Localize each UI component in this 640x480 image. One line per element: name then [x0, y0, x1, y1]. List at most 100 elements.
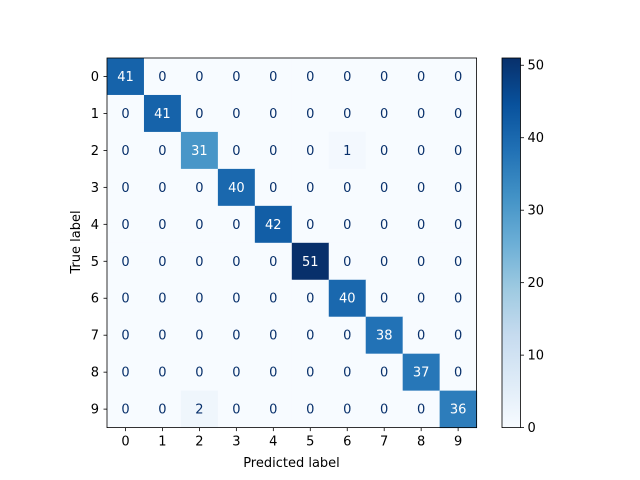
cell-value-label: 0 [417, 329, 425, 344]
cell-value-label: 0 [195, 366, 203, 381]
heatmap-cell [254, 279, 293, 318]
cell-value-label: 0 [158, 144, 166, 159]
heatmap-cell [365, 279, 404, 318]
heatmap-cell [328, 316, 367, 355]
heatmap-cell [439, 353, 478, 392]
heatmap-cell [439, 279, 478, 318]
heatmap-cell [365, 242, 404, 281]
heatmap-cell [217, 242, 256, 281]
cell-value-label: 0 [343, 366, 351, 381]
x-tick-label: 7 [380, 435, 388, 450]
cell-value-label: 38 [376, 329, 393, 344]
cell-value-label: 31 [191, 144, 208, 159]
heatmap-cell [217, 94, 256, 133]
cell-value-label: 0 [306, 144, 314, 159]
heatmap-cell [143, 390, 182, 429]
cell-value-label: 0 [417, 292, 425, 307]
heatmap-cell [217, 205, 256, 244]
y-axis-label: True label [69, 210, 84, 274]
cell-value-label: 0 [195, 107, 203, 122]
x-tick-label: 2 [195, 435, 203, 450]
y-tick-label: 9 [91, 403, 99, 418]
cell-value-label: 0 [269, 403, 277, 418]
heatmap-cell [107, 353, 145, 392]
cell-value-label: 0 [121, 403, 129, 418]
cell-value-label: 0 [195, 218, 203, 233]
x-axis-label: Predicted label [243, 456, 340, 471]
cell-value-label: 0 [417, 70, 425, 85]
y-tick-label: 8 [91, 366, 99, 381]
cell-value-label: 0 [158, 292, 166, 307]
heatmap-cell [328, 131, 367, 170]
heatmap-cell [365, 131, 404, 170]
x-tick-label: 8 [417, 435, 425, 450]
heatmap-cell [107, 279, 145, 318]
heatmap-cell [402, 131, 441, 170]
cell-value-label: 0 [343, 218, 351, 233]
cell-value-label: 0 [380, 292, 388, 307]
cell-value-label: 0 [158, 255, 166, 270]
cell-value-label: 0 [343, 70, 351, 85]
cell-value-label: 0 [306, 107, 314, 122]
cell-value-label: 0 [232, 107, 240, 122]
heatmap-cell [291, 279, 330, 318]
y-tick-label: 7 [91, 329, 99, 344]
heatmap-cell [439, 94, 478, 133]
y-tick-label: 6 [91, 292, 99, 307]
heatmap-cell [107, 94, 145, 133]
colorbar-tick-label: 20 [528, 276, 545, 291]
cell-value-label: 0 [343, 181, 351, 196]
cell-value-label: 0 [454, 144, 462, 159]
heatmap-cell [254, 58, 293, 96]
heatmap-cell [143, 168, 182, 207]
colorbar-gradient [502, 58, 521, 428]
heatmap-cell [291, 353, 330, 392]
heatmap-cell [143, 58, 182, 96]
heatmap-cell [180, 390, 219, 429]
heatmap-cell [217, 353, 256, 392]
heatmap-cell [180, 242, 219, 281]
x-tick-label: 6 [343, 435, 351, 450]
heatmap-cell [402, 168, 441, 207]
heatmap-cell [107, 168, 145, 207]
plot-frame [106, 57, 478, 429]
cell-value-label: 0 [269, 329, 277, 344]
cell-value-label: 2 [195, 403, 203, 418]
heatmap-cell [402, 58, 441, 96]
heatmap-cell [217, 390, 256, 429]
heatmap-cell [439, 58, 478, 96]
heatmap-cell [107, 316, 145, 355]
x-tick-label: 3 [232, 435, 240, 450]
heatmap-cell [402, 353, 441, 392]
cell-value-label: 0 [232, 70, 240, 85]
cell-value-label: 0 [232, 255, 240, 270]
heatmap-cell [143, 94, 182, 133]
cell-value-label: 0 [232, 366, 240, 381]
heatmap-cell [143, 353, 182, 392]
y-axis-ticks: 0 1 2 3 4 5 6 7 8 9 [91, 70, 107, 418]
heatmap-cell [328, 353, 367, 392]
heatmap-cell [143, 316, 182, 355]
heatmap-cell [439, 390, 478, 429]
cell-value-label: 0 [232, 403, 240, 418]
heatmap-cell [254, 390, 293, 429]
heatmap-cell [402, 94, 441, 133]
cell-value-label: 0 [306, 403, 314, 418]
cell-value-label: 0 [121, 181, 129, 196]
heatmap-cell [180, 131, 219, 170]
heatmap-cell [439, 205, 478, 244]
heatmap-cell [143, 279, 182, 318]
heatmap-cell [180, 353, 219, 392]
cell-value-label: 40 [228, 181, 245, 196]
y-tick-label: 0 [91, 70, 99, 85]
heatmap-cell [291, 58, 330, 96]
heatmap-cell [402, 390, 441, 429]
heatmap-cell [254, 131, 293, 170]
cell-value-label: 0 [454, 366, 462, 381]
y-tick-label: 4 [91, 218, 99, 233]
heatmap-cell [180, 94, 219, 133]
heatmap-cell [365, 390, 404, 429]
cell-value-label: 0 [158, 181, 166, 196]
cell-value-label: 0 [269, 144, 277, 159]
colorbar-tick-label: 40 [528, 131, 545, 146]
